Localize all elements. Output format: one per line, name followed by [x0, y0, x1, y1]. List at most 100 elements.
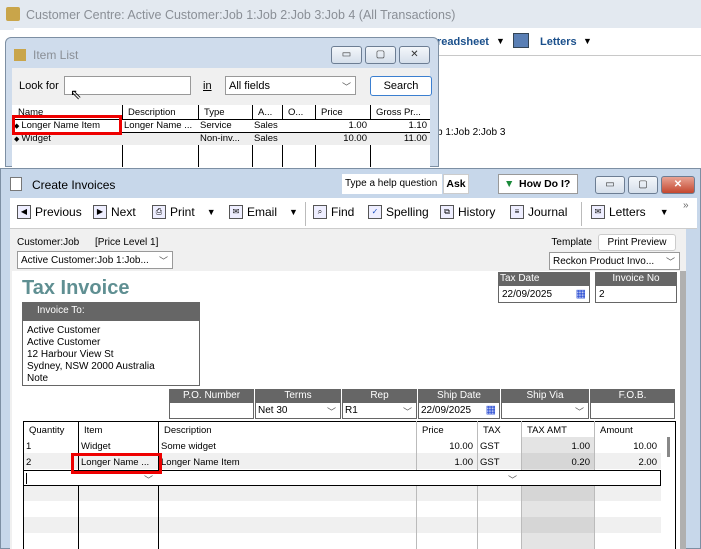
printer-icon: ⎙: [152, 205, 166, 219]
look-for-input[interactable]: [64, 76, 191, 95]
ask-button[interactable]: Ask: [443, 174, 469, 194]
line-item-cell[interactable]: 0.20: [571, 457, 591, 468]
maximize-button[interactable]: ▢: [365, 46, 396, 64]
line-item-cell[interactable]: Longer Name ...: [81, 457, 150, 468]
rep-field[interactable]: R1 ﹀: [342, 402, 417, 419]
item-cell-text: 1.10: [408, 120, 428, 131]
in-label: in: [203, 80, 212, 92]
highlight-box: [12, 115, 122, 135]
toolbar-overflow-icon[interactable]: »: [683, 200, 689, 211]
line-item-cell[interactable]: GST: [480, 441, 500, 452]
invoice-maximize-button[interactable]: ▢: [628, 176, 658, 194]
line-item-cell[interactable]: GST: [480, 457, 500, 468]
letters-dropdown-icon[interactable]: ▼: [659, 207, 669, 217]
spelling-button[interactable]: ✓ Spelling: [368, 205, 429, 219]
line-item-cell[interactable]: 1: [26, 441, 32, 452]
calendar-icon[interactable]: ▦: [575, 288, 586, 300]
line-item-cell[interactable]: 1.00: [454, 457, 474, 468]
line-item-cell[interactable]: Some widget: [161, 441, 216, 452]
invoice-close-button[interactable]: ✕: [661, 176, 695, 194]
invoice-no-field[interactable]: 2: [595, 285, 677, 303]
how-do-i-button[interactable]: ▼ How Do I?: [498, 174, 578, 194]
customer-job-select[interactable]: Active Customer:Job 1:Job... ﹀: [17, 251, 173, 269]
look-for-label: Look for: [19, 80, 59, 92]
item-column-header[interactable]: Type: [204, 107, 225, 118]
item-column-header[interactable]: Name: [18, 107, 44, 118]
fob-field[interactable]: [590, 402, 675, 419]
item-column-header[interactable]: O...: [288, 107, 304, 118]
invoice-minimize-button[interactable]: ▭: [595, 176, 625, 194]
po-field[interactable]: [169, 402, 254, 419]
customer-job-value: Active Customer:Job 1:Job...: [21, 255, 149, 266]
minimize-button[interactable]: ▭: [331, 46, 362, 64]
line-item-cell[interactable]: 1.00: [571, 441, 591, 452]
letters-label: Letters: [609, 205, 646, 219]
history-button[interactable]: ⧉ History: [440, 205, 495, 219]
item-column-header[interactable]: Description: [128, 107, 176, 118]
item-cell-text: Longer Name Item: [21, 120, 101, 131]
item-cell: Non-inv...: [200, 133, 249, 145]
line-item-cell[interactable]: 10.00: [449, 441, 473, 452]
letters-dropdown-icon[interactable]: ▼: [583, 36, 592, 46]
item-row[interactable]: [12, 133, 430, 145]
item-cell-text: Sales: [254, 133, 278, 144]
header-divider: [12, 119, 430, 120]
template-select[interactable]: Reckon Product Invo... ﹀: [549, 252, 680, 270]
item-dropdown-icon[interactable]: ﹀: [144, 475, 154, 485]
letters-button[interactable]: ✉ Letters ▼: [591, 205, 669, 219]
chevron-down-icon: ﹀: [158, 256, 168, 266]
next-button[interactable]: ▶ Next: [93, 205, 136, 219]
item-column-header[interactable]: Price: [321, 107, 343, 118]
spelling-label: Spelling: [386, 205, 429, 219]
spreadsheet-dropdown-icon[interactable]: ▼: [496, 36, 505, 46]
tax-date-field[interactable]: 22/09/2025 ▦: [498, 285, 590, 303]
item-cell: ◆ Widget: [14, 133, 119, 146]
previous-label: Previous: [35, 205, 82, 219]
search-button[interactable]: Search: [370, 76, 432, 96]
letters-icon: ✉: [591, 205, 605, 219]
line-item-cell[interactable]: 2.00: [638, 457, 658, 468]
invoice-window-icon: [10, 177, 22, 191]
spreadsheet-button[interactable]: readsheet: [437, 36, 489, 48]
chevron-down-icon: ﹀: [326, 407, 336, 417]
email-button[interactable]: ✉ Email ▼: [229, 205, 298, 219]
tax-dropdown-icon[interactable]: ﹀: [508, 475, 518, 485]
invoice-toolbar: [10, 198, 697, 229]
letters-button[interactable]: Letters: [540, 36, 577, 48]
email-dropdown-icon[interactable]: ▼: [289, 207, 298, 217]
customer-job-label: Customer:Job: [17, 237, 80, 248]
line-item-cell[interactable]: Longer Name Item: [161, 457, 240, 468]
journal-button[interactable]: ≡ Journal: [510, 205, 567, 219]
email-icon: ✉: [229, 205, 243, 219]
terms-field[interactable]: Net 30 ﹀: [255, 402, 341, 419]
history-label: History: [458, 205, 496, 219]
line-item-cell[interactable]: Widget: [81, 441, 111, 452]
item-cell: Sales: [254, 120, 279, 132]
new-line-row[interactable]: ﹀ ﹀: [23, 470, 661, 486]
print-dropdown-icon[interactable]: ▼: [206, 207, 216, 217]
item-column-header[interactable]: Gross Pr...: [376, 107, 421, 118]
field-value: 22/09/2025: [421, 405, 472, 416]
toolbar-divider: [581, 202, 582, 226]
scrollbar-thumb[interactable]: [667, 437, 670, 457]
create-invoices-title: Create Invoices: [32, 178, 116, 192]
help-question-input[interactable]: Type a help question: [342, 174, 442, 194]
calendar-icon[interactable]: ▦: [485, 404, 496, 416]
item-column-header[interactable]: A...: [258, 107, 273, 118]
previous-button[interactable]: ◀ Previous: [17, 205, 82, 219]
find-button[interactable]: ⌕ Find: [313, 205, 354, 219]
triangle-down-icon: ▼: [504, 178, 515, 190]
ship-date-field[interactable]: 22/09/2025 ▦: [418, 402, 500, 419]
line-item-cell[interactable]: 2: [26, 457, 32, 468]
ship-via-field[interactable]: ﹀: [501, 402, 589, 419]
in-field-select[interactable]: All fields ﹀: [225, 76, 356, 95]
invoice-to-address[interactable]: Active Customer Active Customer 12 Harbour…: [22, 320, 200, 386]
tax-date-value: 22/09/2025: [502, 289, 553, 300]
item-row[interactable]: [12, 120, 430, 132]
print-button[interactable]: ⎙ Print ▼: [152, 205, 216, 219]
print-preview-button[interactable]: Print Preview: [598, 234, 676, 251]
line-item-cell[interactable]: 10.00: [633, 441, 657, 452]
line-column-header: Description: [164, 425, 212, 436]
close-button[interactable]: ✕: [399, 46, 430, 64]
line-column-header: TAX: [483, 425, 501, 436]
